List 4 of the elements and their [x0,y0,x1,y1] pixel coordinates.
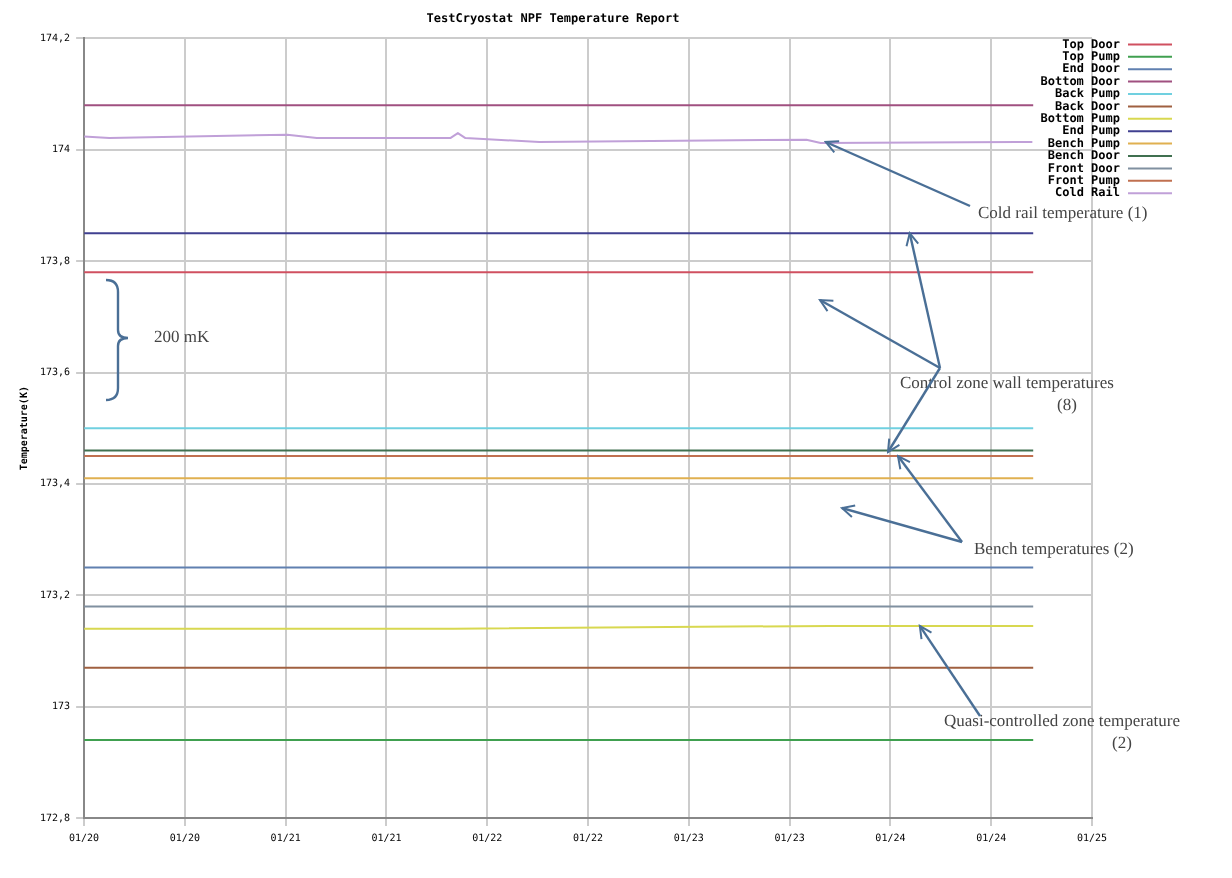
annotation: Cold rail temperature (1) [978,202,1148,223]
annotation: Bench temperatures (2) [974,538,1134,559]
annotation: 200 mK [154,326,211,347]
annotation: Quasi-controlled zone temperature (2) [944,710,1181,753]
